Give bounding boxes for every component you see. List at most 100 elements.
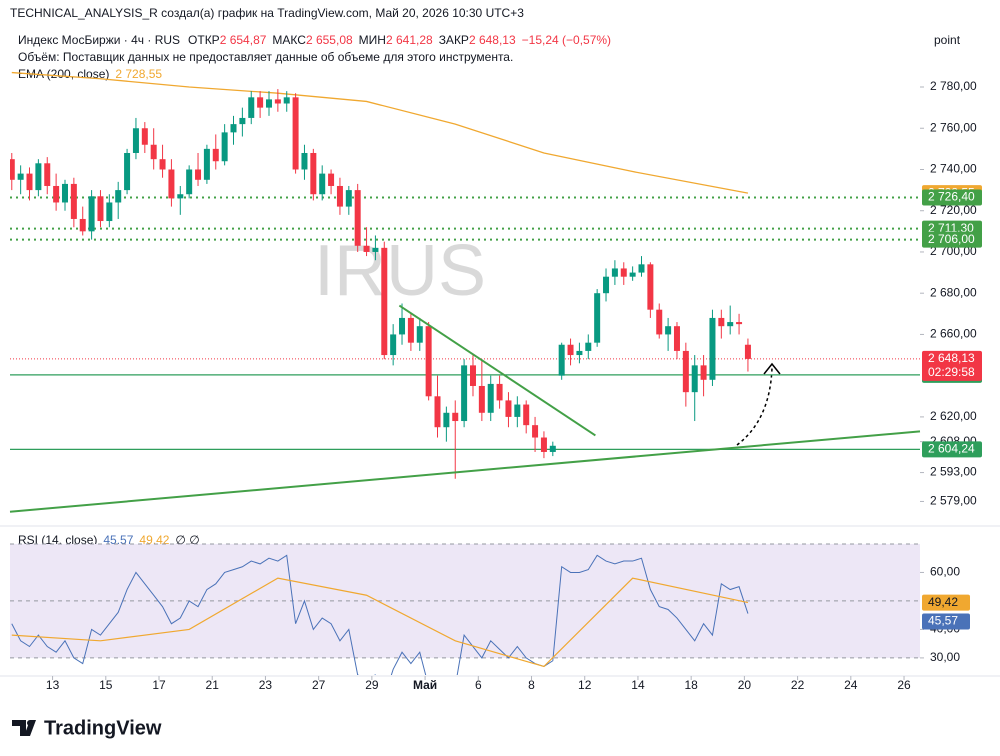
rsi-tag: 45,57 xyxy=(928,614,958,628)
price-pane xyxy=(10,71,920,479)
candle-body xyxy=(106,202,113,222)
y-tick-label: 2 579,00 xyxy=(930,494,977,508)
candle-body xyxy=(17,173,24,180)
candle-body xyxy=(390,334,397,356)
countdown: 02:29:58 xyxy=(928,365,975,379)
dashed-arrow xyxy=(736,367,773,446)
candle-body xyxy=(523,404,530,426)
y-tick-label: 2 780,00 xyxy=(930,79,977,93)
last-price-label: 2 648,13 xyxy=(928,351,975,365)
rsi-pane xyxy=(10,543,920,675)
rsi-band xyxy=(10,543,920,658)
ohlc-label: МИН xyxy=(359,33,386,47)
candle-body xyxy=(363,245,370,252)
ema-value: 2 728,55 xyxy=(115,67,162,81)
volume-note: Объём: Поставщик данных не предоставляет… xyxy=(18,50,513,64)
candle-body xyxy=(691,365,698,393)
candle-body xyxy=(452,412,459,422)
candle-body xyxy=(319,173,326,195)
ohlc-value: 2 648,13 xyxy=(469,33,516,47)
level-price-tag: 2 604,24 xyxy=(928,442,975,456)
candle-body xyxy=(665,326,672,335)
candle-body xyxy=(638,264,645,273)
candle-body xyxy=(168,169,175,199)
candle-body xyxy=(310,152,317,195)
candle-body xyxy=(195,169,202,180)
x-tick-label: 24 xyxy=(844,678,858,692)
candle-body xyxy=(496,383,503,401)
candle-body xyxy=(159,159,166,170)
rsi-line xyxy=(11,554,749,675)
candle-body xyxy=(328,173,335,186)
ohlc-label: МАКС xyxy=(272,33,306,47)
level-price-tag-bg xyxy=(922,231,982,248)
candle-body xyxy=(124,152,131,191)
rsi-ma-tag: 49,42 xyxy=(928,595,958,609)
x-tick-label: 18 xyxy=(684,678,698,692)
candle-body xyxy=(514,404,521,417)
rsi-ma-tag-bg xyxy=(922,594,970,611)
candle-body xyxy=(283,97,290,104)
last-price-bg xyxy=(922,350,982,381)
candle-body xyxy=(186,169,193,195)
candle-body xyxy=(212,148,219,162)
y-tick-label: 2 740,00 xyxy=(930,162,977,176)
candle-body xyxy=(487,383,494,413)
trendline xyxy=(398,304,596,437)
candle-body xyxy=(248,97,255,118)
candle-body xyxy=(585,342,592,351)
ohlc-value: 2 655,08 xyxy=(306,33,353,47)
candle-body xyxy=(221,132,228,162)
candle-body xyxy=(274,99,281,104)
footer-brand: TradingView xyxy=(44,717,162,739)
candle-body xyxy=(381,247,388,356)
x-tick-label: 22 xyxy=(791,678,805,692)
candle-body xyxy=(141,128,148,145)
symbol: Индекс МосБиржи · 4ч · RUS xyxy=(18,33,180,47)
x-tick-label: 20 xyxy=(738,678,752,692)
candle-body xyxy=(709,317,716,380)
candle-body xyxy=(682,350,689,393)
logo xyxy=(12,720,36,736)
candle-body xyxy=(505,400,512,417)
candle-body xyxy=(115,190,122,203)
candle-body xyxy=(540,437,547,452)
candle-body xyxy=(603,276,610,294)
candle-body xyxy=(61,183,68,203)
candle-body xyxy=(239,117,246,125)
rsi-y-tick-label: 60,00 xyxy=(930,565,960,579)
trendline xyxy=(9,430,921,513)
candle-body xyxy=(656,309,663,335)
y-tick-label: 2 700,00 xyxy=(930,244,977,258)
candle-body xyxy=(265,99,272,108)
candle-body xyxy=(53,185,60,203)
candle-body xyxy=(611,268,618,277)
candle-body xyxy=(70,183,77,219)
ohlc-value: 2 654,87 xyxy=(220,33,267,47)
header: TECHNICAL_ANALYSIS_R создал(а) график на… xyxy=(10,6,524,20)
x-tick-label: 21 xyxy=(206,678,220,692)
arrow-head xyxy=(763,362,781,375)
watermark: IRUS xyxy=(314,231,486,311)
level-price-tag-bg xyxy=(922,189,982,206)
candle-body xyxy=(79,218,86,232)
x-tick-label: 17 xyxy=(152,678,166,692)
scale-mode[interactable]: point xyxy=(934,33,961,47)
y-tick-label: 2 660,00 xyxy=(930,327,977,341)
ohlc-label: ЗАКР xyxy=(439,33,469,47)
x-tick-label: 6 xyxy=(475,678,482,692)
x-tick-label: 27 xyxy=(312,678,326,692)
candle-body xyxy=(257,97,264,108)
candle-body xyxy=(336,185,343,207)
candle-body xyxy=(558,344,565,376)
level-price-tag: 2 726,40 xyxy=(928,190,975,204)
x-tick-label: 8 xyxy=(528,678,535,692)
candle-body xyxy=(230,124,237,133)
y-tick-label: 2 593,00 xyxy=(930,465,977,479)
rsi-y-tick-label: 30,00 xyxy=(930,650,960,664)
x-tick-label: 15 xyxy=(99,678,113,692)
y-tick-label: 2 620,00 xyxy=(930,409,977,423)
candle-body xyxy=(469,365,476,386)
candle-body xyxy=(718,317,725,327)
